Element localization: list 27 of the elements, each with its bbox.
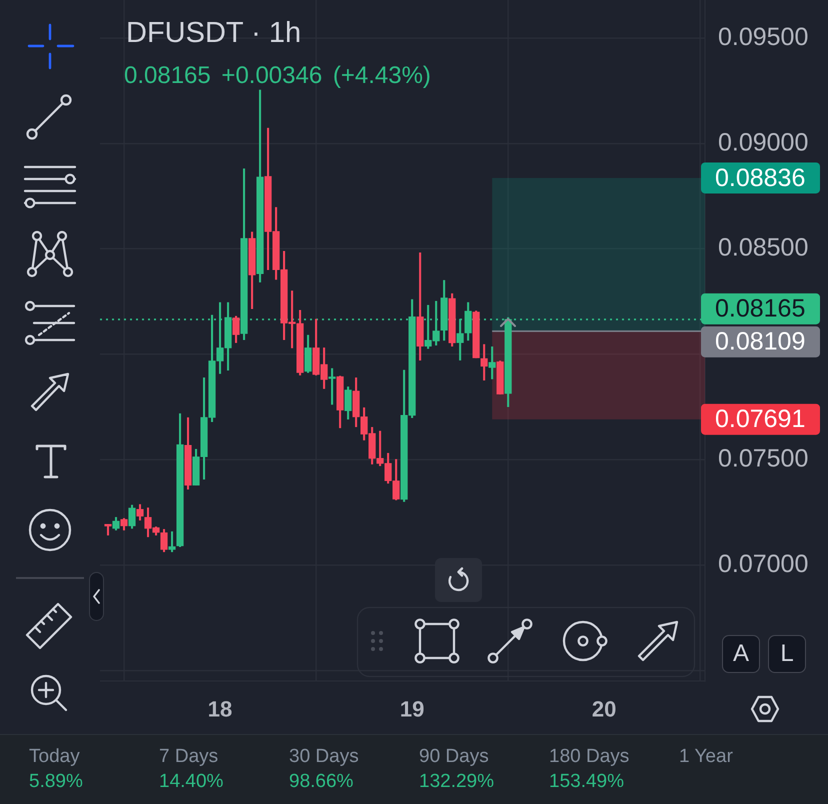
- y-tick-label: 0.08500: [718, 234, 808, 262]
- text: 132.29%: [419, 771, 494, 793]
- text: 90 Days: [419, 746, 489, 768]
- y-tick-label: 0.09500: [718, 22, 808, 51]
- text: 0.08165 +0.00346 (+4.43%): [124, 62, 431, 90]
- band-label: 0.07691: [715, 405, 806, 434]
- letter-button: A: [722, 635, 760, 673]
- text: Today: [29, 746, 80, 768]
- text: 5.89%: [29, 771, 83, 793]
- text: 180 Days: [549, 746, 630, 768]
- y-tick-label: 0.07000: [718, 550, 808, 578]
- x-tick-label: 18: [208, 696, 232, 722]
- band-label: 0.08836: [715, 164, 806, 192]
- text: 30 Days: [289, 746, 359, 768]
- text: 14.40%: [159, 771, 224, 793]
- y-tick-label: 0.07500: [718, 444, 808, 473]
- text: 98.66%: [289, 771, 354, 793]
- text: DFUSDT · 1h: [126, 16, 302, 50]
- ref-line-label: 0.08165: [715, 294, 806, 323]
- y-tick-label: 0.09000: [718, 128, 808, 156]
- letter-button: L: [768, 635, 806, 673]
- x-tick-label: 19: [400, 696, 424, 722]
- text: 1 Year: [679, 746, 733, 768]
- text: 7 Days: [159, 746, 218, 768]
- x-tick-label: 20: [592, 696, 616, 722]
- text: 153.49%: [549, 771, 624, 793]
- ref-line-label: 0.08109: [715, 328, 806, 356]
